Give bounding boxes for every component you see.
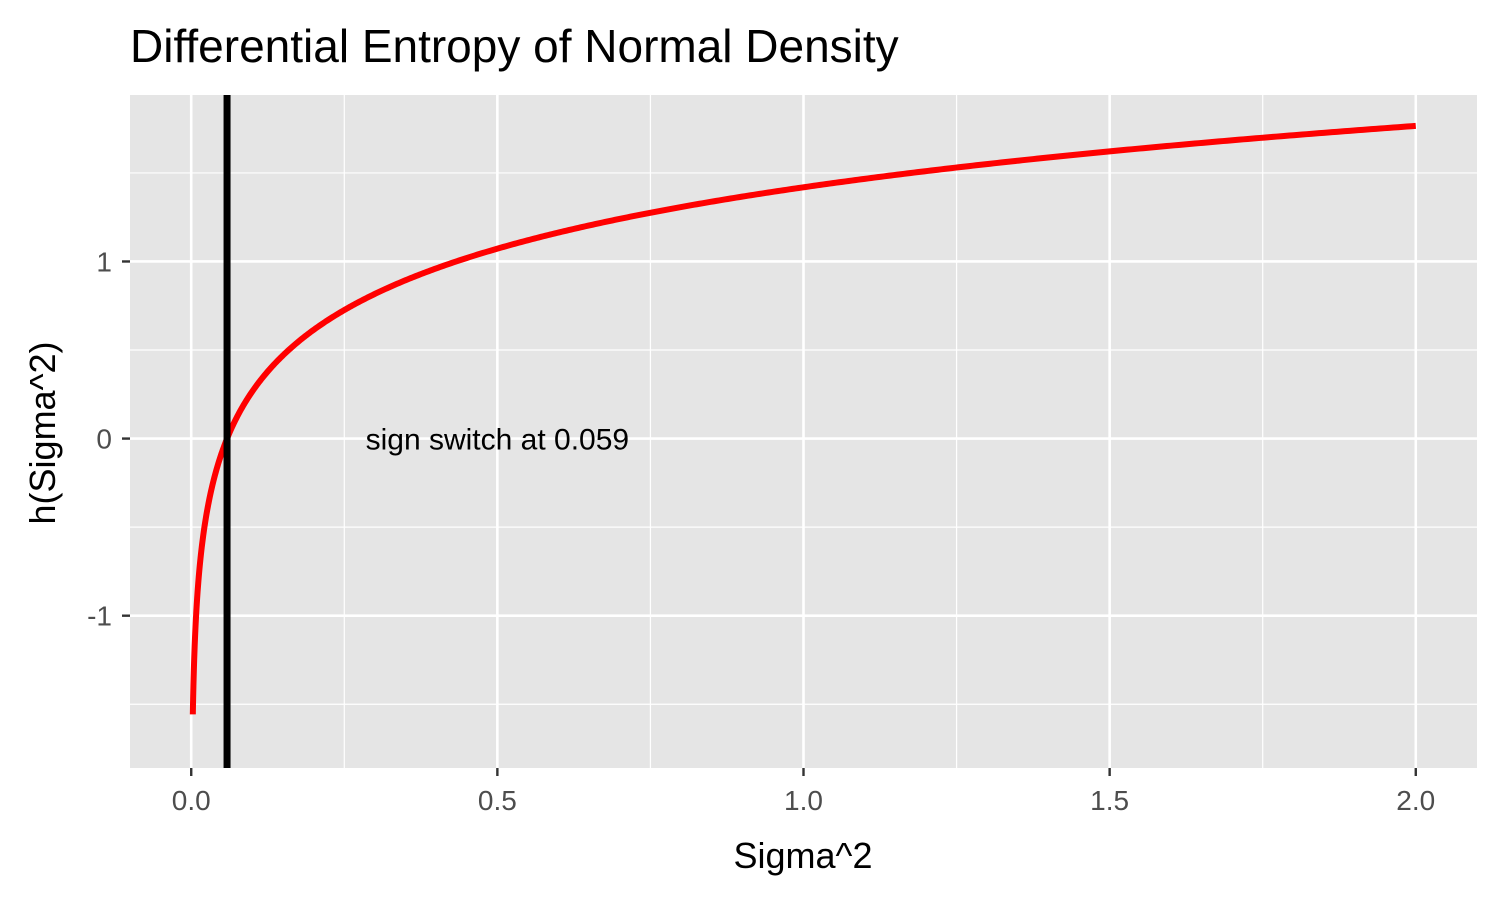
series-line [189,122,1416,718]
y-tick-label: 1 [96,246,112,277]
gridlines [130,95,1477,768]
axis-ticks: 0.0 0.5 1.0 1.5 2.0 -1 0 1 [87,246,1435,816]
x-tick-label: 2.0 [1396,785,1435,816]
x-axis-title: Sigma^2 [734,835,873,876]
y-tick-label: -1 [87,601,112,632]
y-axis-title: h(Sigma^2) [22,342,63,525]
annotation-text: sign switch at 0.059 [366,424,629,457]
x-tick-label: 1.5 [1090,785,1129,816]
annotation-layer: sign switch at 0.059 [366,424,629,457]
y-tick-label: 0 [96,424,112,455]
x-tick-label: 0.5 [478,785,517,816]
x-tick-label: 0.0 [172,785,211,816]
x-tick-label: 1.0 [784,785,823,816]
chart-title: Differential Entropy of Normal Density [130,20,899,72]
series-layer [189,122,1416,718]
